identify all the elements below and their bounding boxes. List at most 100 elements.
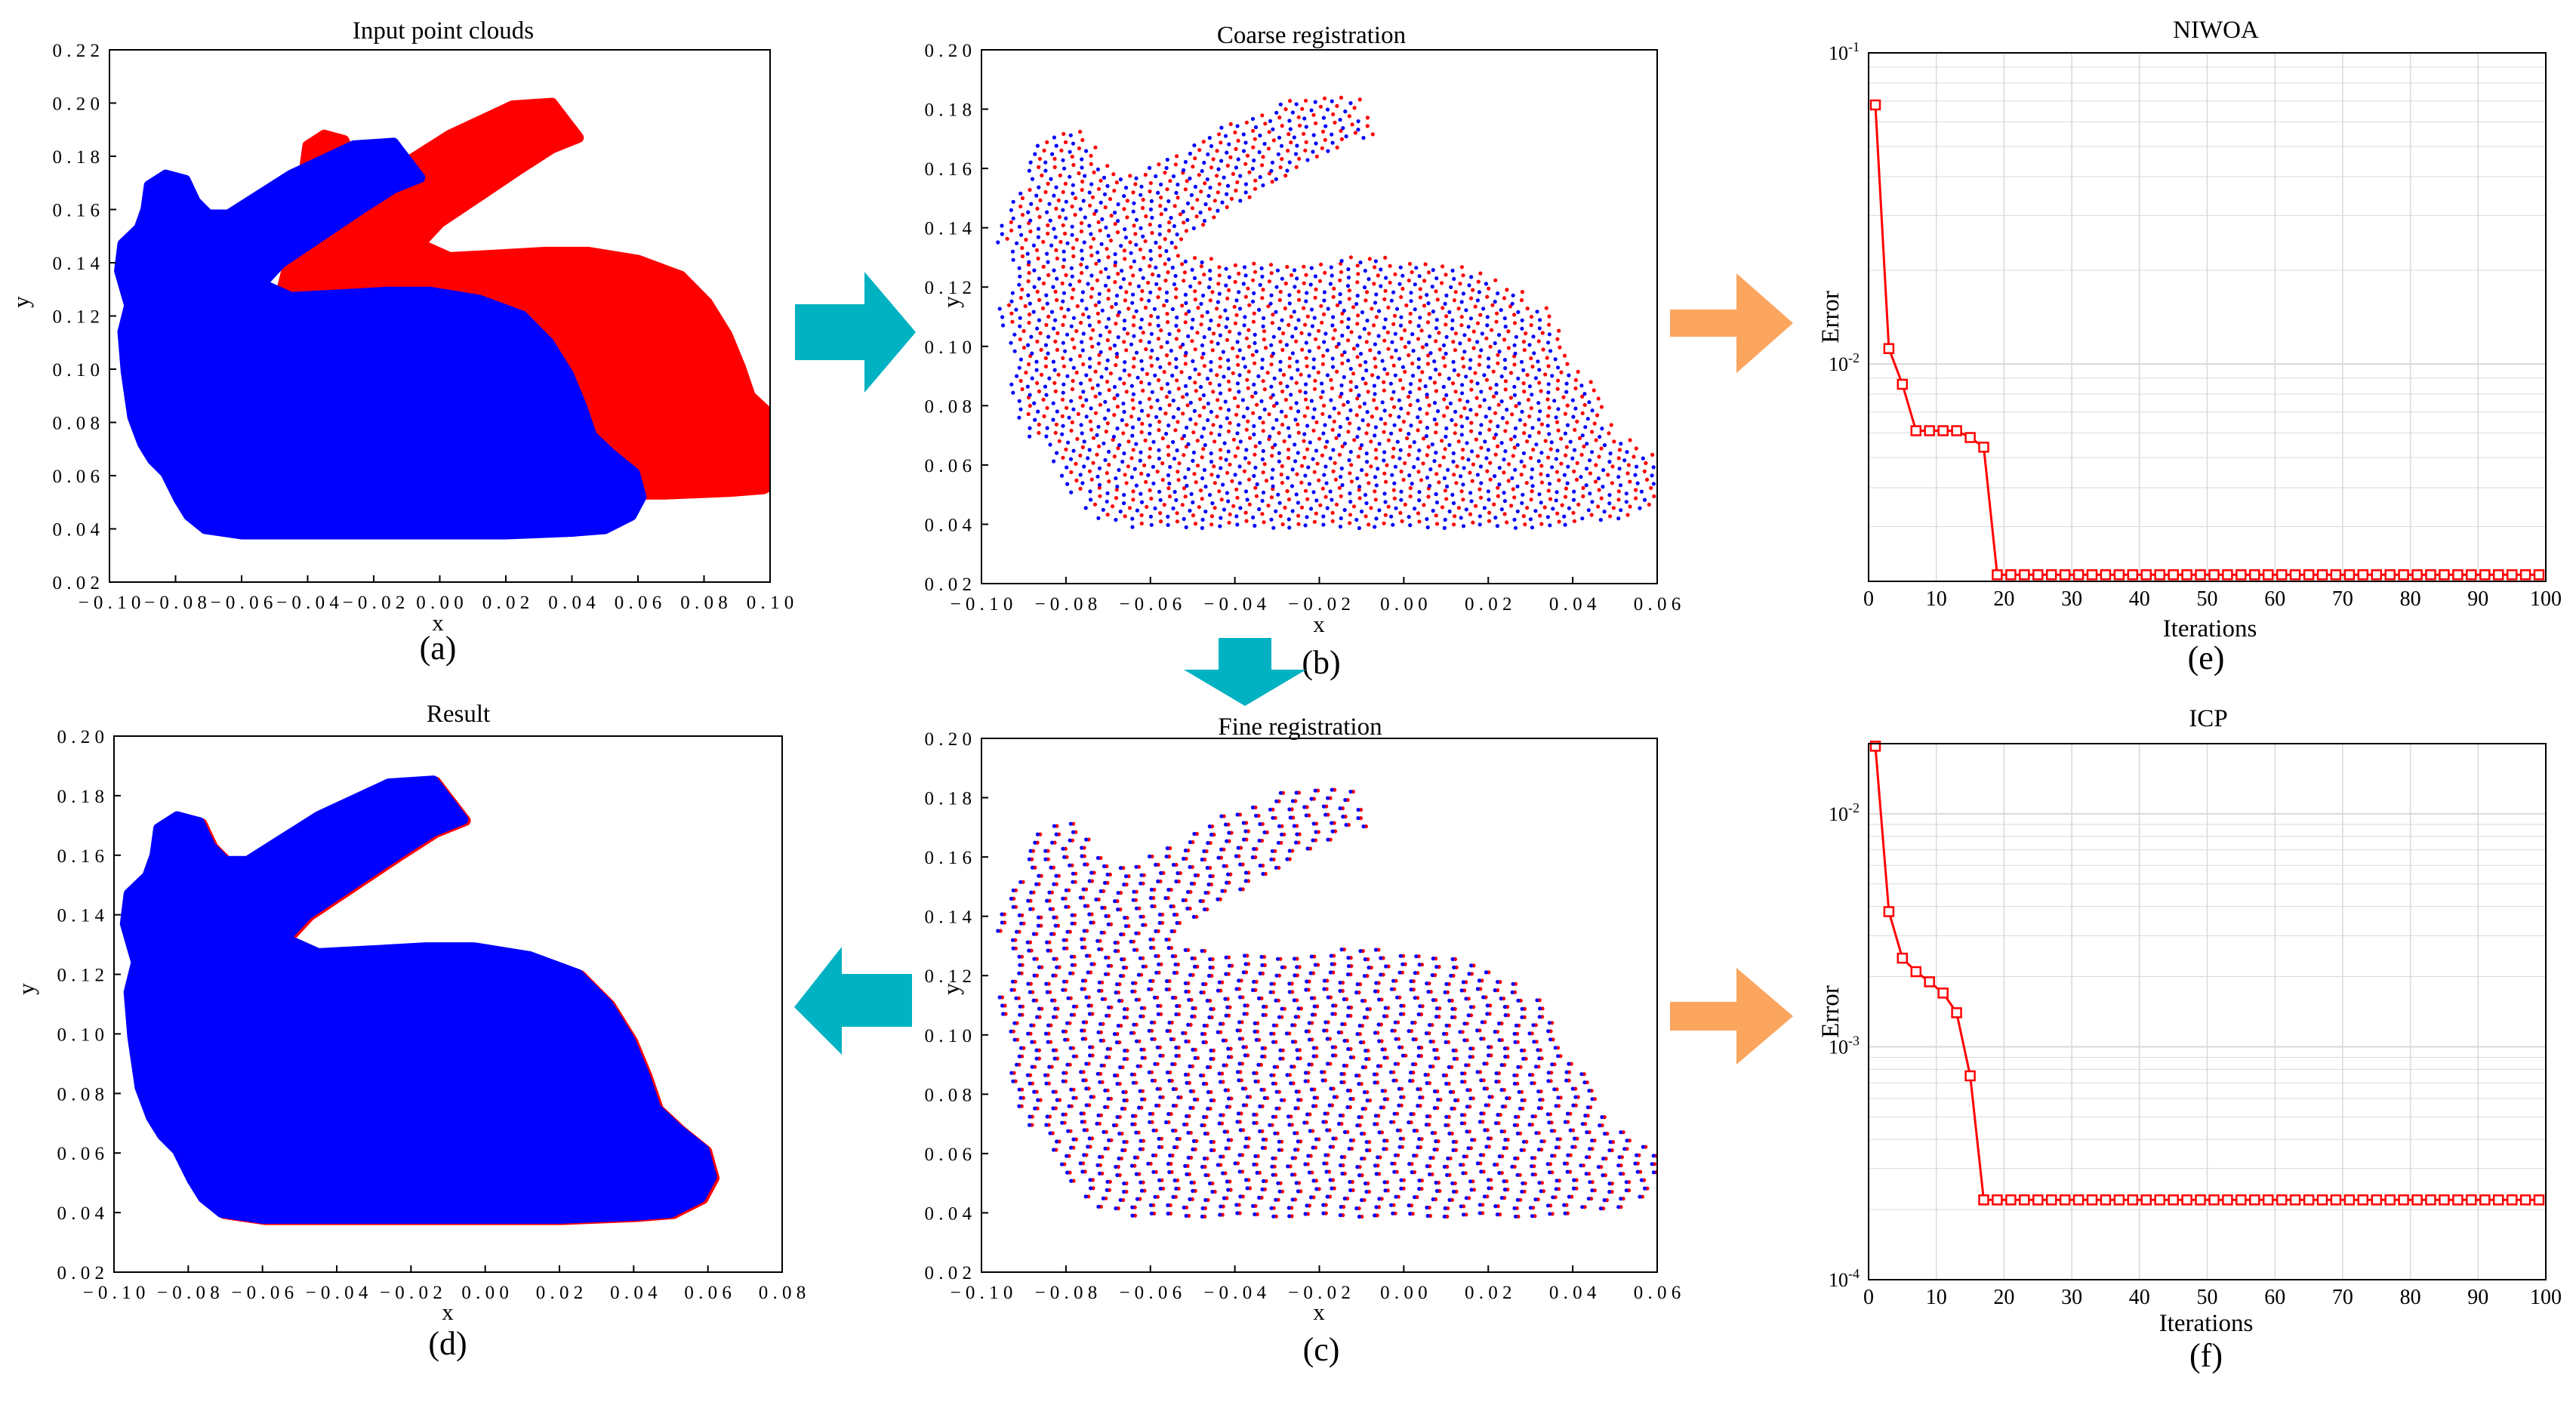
data-point bbox=[1309, 399, 1314, 403]
data-point bbox=[1444, 1123, 1448, 1127]
data-point bbox=[1362, 1090, 1367, 1095]
data-point bbox=[1391, 1211, 1395, 1216]
data-point bbox=[1083, 904, 1087, 908]
data-point bbox=[1164, 987, 1169, 992]
data-point bbox=[1225, 1105, 1229, 1109]
data-point bbox=[1083, 174, 1087, 178]
data-point bbox=[1539, 451, 1544, 455]
data-point bbox=[1209, 1006, 1213, 1012]
data-point bbox=[1009, 1029, 1013, 1034]
data-point bbox=[997, 307, 1002, 311]
data-point bbox=[1373, 425, 1378, 430]
data-point bbox=[1303, 1162, 1308, 1166]
data-point bbox=[1059, 306, 1064, 310]
data-point bbox=[1530, 393, 1534, 397]
data-point bbox=[1338, 292, 1342, 297]
data-point bbox=[1400, 386, 1405, 391]
data-point bbox=[1018, 1046, 1023, 1050]
data-point bbox=[1071, 245, 1075, 251]
data-point bbox=[1599, 496, 1604, 501]
data-point bbox=[1619, 508, 1623, 513]
data-point bbox=[1607, 1182, 1612, 1186]
data-point bbox=[1443, 990, 1447, 994]
data-point bbox=[1104, 225, 1108, 230]
data-point bbox=[1185, 179, 1189, 183]
data-point bbox=[1536, 1048, 1540, 1052]
data-point bbox=[1346, 338, 1351, 343]
data-point bbox=[1187, 309, 1191, 313]
data-point bbox=[1574, 477, 1579, 482]
data-point bbox=[1156, 295, 1160, 300]
data-point bbox=[1638, 506, 1642, 510]
data-point bbox=[1080, 298, 1084, 303]
data-point bbox=[1224, 267, 1228, 271]
data-point bbox=[1530, 365, 1535, 369]
x-tick-label: − 0 . 0 6 bbox=[1119, 594, 1182, 615]
data-point bbox=[1138, 247, 1142, 252]
data-point bbox=[1201, 1040, 1206, 1045]
data-point bbox=[1018, 324, 1022, 328]
data-point bbox=[1271, 1214, 1276, 1219]
data-point bbox=[1475, 298, 1480, 303]
data-point bbox=[1217, 273, 1222, 278]
data-point bbox=[1647, 502, 1651, 507]
data-point bbox=[1519, 473, 1524, 477]
data-point bbox=[1119, 932, 1123, 937]
data-point bbox=[1065, 332, 1070, 337]
data-point bbox=[1138, 956, 1142, 960]
data-point bbox=[1525, 439, 1530, 444]
data-point bbox=[1386, 504, 1391, 509]
data-point bbox=[1263, 122, 1268, 126]
data-point bbox=[1191, 513, 1196, 518]
data-point bbox=[1475, 454, 1480, 458]
data-point bbox=[1330, 510, 1335, 515]
data-point bbox=[1285, 168, 1290, 173]
data-point bbox=[1464, 374, 1468, 379]
data-point bbox=[1441, 1073, 1446, 1077]
data-point bbox=[1277, 1189, 1282, 1194]
data-point bbox=[1459, 433, 1464, 437]
data-point bbox=[1217, 291, 1222, 296]
data-point bbox=[1539, 522, 1544, 526]
data-point bbox=[1325, 439, 1330, 444]
data-point bbox=[1442, 1214, 1447, 1219]
data-point bbox=[1152, 307, 1157, 311]
data-point bbox=[1479, 1037, 1484, 1041]
data-point bbox=[1113, 280, 1117, 285]
data-point bbox=[1346, 956, 1351, 960]
data-point bbox=[1551, 507, 1555, 511]
data-point bbox=[1339, 516, 1343, 521]
data-point bbox=[1245, 498, 1249, 502]
data-point bbox=[1115, 426, 1120, 431]
data-point bbox=[1216, 323, 1221, 328]
data-point bbox=[1102, 416, 1108, 421]
data-point bbox=[1617, 448, 1622, 452]
data-point bbox=[1188, 508, 1192, 513]
data-point bbox=[1166, 257, 1171, 262]
data-point bbox=[1379, 972, 1383, 977]
data-point bbox=[1309, 954, 1314, 959]
data-point bbox=[1103, 458, 1108, 462]
data-point bbox=[1338, 1113, 1342, 1118]
data-point bbox=[1284, 1031, 1289, 1036]
data-point bbox=[1145, 371, 1149, 376]
data-point bbox=[1495, 1212, 1499, 1217]
data-point bbox=[1202, 218, 1207, 223]
data-point bbox=[1499, 374, 1504, 379]
data-point bbox=[1097, 485, 1102, 490]
data-point bbox=[1530, 484, 1535, 488]
data-point bbox=[1139, 914, 1143, 919]
data-point bbox=[1293, 442, 1297, 447]
data-point bbox=[1634, 496, 1638, 501]
data-point bbox=[1571, 1103, 1576, 1108]
data-point bbox=[1253, 1079, 1258, 1083]
data-point bbox=[1408, 485, 1413, 491]
data-point bbox=[1367, 257, 1372, 261]
data-point bbox=[1235, 495, 1240, 500]
data-point bbox=[1123, 924, 1128, 929]
data-point bbox=[1547, 332, 1551, 337]
data-point bbox=[1505, 421, 1509, 425]
data-point bbox=[1499, 1088, 1504, 1092]
data-point bbox=[1479, 481, 1484, 485]
data-point bbox=[1225, 316, 1230, 321]
